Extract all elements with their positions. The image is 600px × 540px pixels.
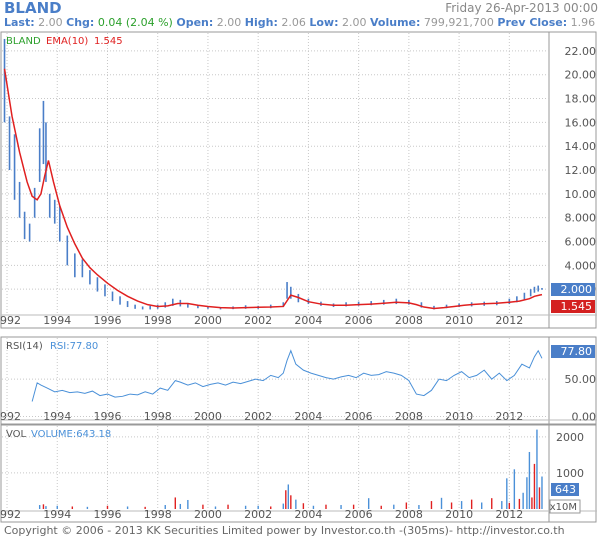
y-tick-label: 18.00 (565, 93, 597, 106)
panel-frame (0, 31, 597, 329)
y-tick-label: 6.000 (565, 236, 597, 249)
legend-ema: EMA(10) (46, 36, 88, 47)
stock-symbol-title: BLAND (4, 0, 62, 17)
x-tick-label: 1998 (144, 508, 172, 521)
x-tick-label: 1998 (144, 410, 172, 423)
x-tick-label: 2010 (445, 410, 473, 423)
x-tick-label: 2002 (244, 410, 272, 423)
x-tick-label: 2012 (495, 508, 523, 521)
rsi-tick-label: 50.00 (565, 373, 597, 386)
x-tick-label: 1998 (144, 314, 172, 327)
last-price-tag (551, 283, 595, 296)
x-tick-label: 1994 (43, 410, 71, 423)
y-tick-label: 22.00 (565, 45, 597, 58)
x-tick-label: 1994 (43, 314, 71, 327)
vol-tick-label: 2000 (556, 431, 584, 444)
vol-unit-label: x10M (550, 502, 577, 513)
legend-price: BLAND (6, 36, 41, 47)
ema-line (3, 68, 543, 310)
panel-frame (0, 424, 597, 523)
chg-label: Chg: (66, 16, 95, 29)
ema-tag-label: 1.545 (561, 300, 593, 313)
legend-ema-value: 1.545 (94, 36, 123, 47)
copyright-footer: Copyright © 2006 - 2013 KK Securities Li… (4, 524, 565, 537)
x-tick-label: 2004 (294, 314, 322, 327)
rsi-tick-label: 0.00 (572, 411, 597, 424)
y-tick-label: 12.00 (565, 164, 597, 177)
x-tick-label: 2008 (395, 410, 423, 423)
high-value: 2.06 (281, 16, 306, 29)
prev-close-value: 1.96 (570, 16, 596, 29)
vol-unit-box (549, 499, 581, 514)
x-tick-label: 1992 (0, 508, 21, 521)
x-tick-label: 2006 (345, 508, 373, 521)
x-tick-label: 2000 (194, 314, 222, 327)
x-tick-label: 1992 (0, 314, 21, 327)
panel-frame (0, 336, 597, 425)
open-label: Open: (176, 16, 214, 29)
y-tick-label: 8.000 (565, 212, 597, 225)
x-tick-label: 2004 (294, 508, 322, 521)
last-price-tag-label: 2.000 (561, 283, 593, 296)
volume-value: 799,921,700 (423, 16, 494, 29)
x-tick-label: 1994 (43, 508, 71, 521)
legend-rsi-value: RSI:77.80 (50, 341, 98, 352)
y-tick-label: 16.00 (565, 116, 597, 129)
open-value: 2.00 (216, 16, 242, 29)
x-tick-label: 1992 (0, 410, 21, 423)
quote-stats-bar: Last: 2.00 Chg: 0.04 (2.04 %) Open: 2.00… (4, 16, 595, 29)
x-tick-label: 2008 (395, 508, 423, 521)
high-label: High: (244, 16, 278, 29)
x-tick-label: 2000 (194, 410, 222, 423)
vol-tag (551, 483, 579, 496)
vol-tag-label: 643 (555, 483, 576, 496)
low-value: 2.00 (342, 16, 367, 29)
legend-vol: VOL (6, 429, 27, 440)
legend-rsi: RSI(14) (6, 341, 43, 352)
rsi-line (31, 349, 543, 402)
last-label: Last: (4, 16, 35, 29)
x-tick-label: 1996 (93, 314, 121, 327)
last-value: 2.00 (38, 16, 63, 29)
rsi-tag-label: 77.80 (561, 345, 593, 358)
chg-value: 0.04 (2.04 %) (97, 16, 173, 29)
vol-tick-label: 1000 (556, 467, 584, 480)
y-tick-label: 10.00 (565, 188, 597, 201)
x-tick-label: 2006 (345, 410, 373, 423)
legend-vol-value: VOLUME:643.18 (31, 429, 111, 440)
x-tick-label: 2010 (445, 508, 473, 521)
x-tick-label: 2012 (495, 314, 523, 327)
prev-close-label: Prev Close: (497, 16, 568, 29)
x-tick-label: 2002 (244, 314, 272, 327)
x-tick-label: 2006 (345, 314, 373, 327)
y-tick-label: 4.000 (565, 259, 597, 272)
x-tick-label: 1996 (93, 508, 121, 521)
rsi-tag (551, 345, 595, 358)
x-tick-label: 2008 (395, 314, 423, 327)
volume-label: Volume: (370, 16, 421, 29)
low-label: Low: (309, 16, 339, 29)
y-tick-label: 14.00 (565, 140, 597, 153)
x-tick-label: 2000 (194, 508, 222, 521)
x-tick-label: 2010 (445, 314, 473, 327)
y-tick-label: 20.00 (565, 69, 597, 82)
x-tick-label: 2002 (244, 508, 272, 521)
quote-date: Friday 26-Apr-2013 00:00 (445, 1, 598, 15)
ema-tag (551, 300, 595, 313)
